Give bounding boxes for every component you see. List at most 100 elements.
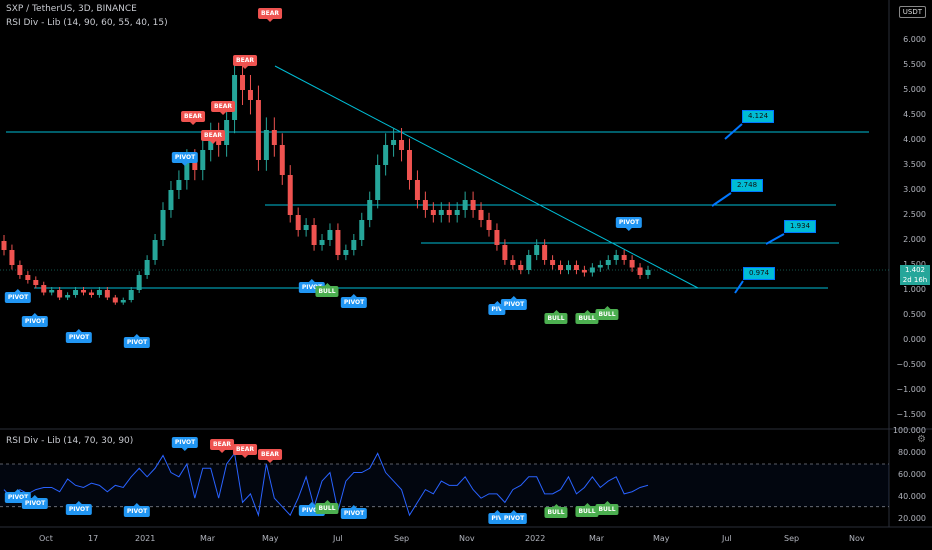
rsi-tick: 60.000 xyxy=(898,470,926,479)
price-tick: −1.500 xyxy=(896,410,926,419)
current-price-label: 1.402 xyxy=(900,265,930,275)
level-label-1934: 1.934 xyxy=(784,220,817,233)
pivot-badge: PIVOT xyxy=(500,510,528,524)
pivot-badge: PIVOT xyxy=(171,437,199,451)
candle-body xyxy=(200,150,206,170)
time-tick: Jul xyxy=(333,534,343,543)
bear-badge: BEAR xyxy=(181,111,205,125)
time-tick: Mar xyxy=(589,534,605,543)
candle-body xyxy=(311,225,317,245)
candle-body xyxy=(303,225,309,230)
candle-body xyxy=(621,255,627,260)
candle-body xyxy=(255,100,261,160)
bear-badge: BEAR xyxy=(258,449,282,463)
candle-body xyxy=(184,160,190,180)
candle-body xyxy=(637,267,643,275)
candle-body xyxy=(263,130,269,160)
time-tick: Nov xyxy=(849,534,865,543)
candle-body xyxy=(375,165,381,200)
candle-body xyxy=(422,200,428,210)
pivot-badge: PIVOT xyxy=(65,501,93,515)
candle-body xyxy=(104,290,110,298)
price-tick: 3.500 xyxy=(903,160,926,169)
price-tick: 1.500 xyxy=(903,260,926,269)
pivot-badge: PIVOT xyxy=(171,152,199,166)
candle-body xyxy=(391,140,397,145)
time-tick: 2021 xyxy=(135,534,156,543)
candle-body xyxy=(335,230,341,255)
time-tick: Sep xyxy=(784,534,800,543)
candle-body xyxy=(128,290,134,300)
candle-body xyxy=(446,210,452,215)
price-tick: 0.000 xyxy=(903,335,926,344)
candle-body xyxy=(25,275,31,280)
price-tick: 4.500 xyxy=(903,110,926,119)
candle-body xyxy=(152,240,158,260)
candle-body xyxy=(486,220,492,230)
candle-body xyxy=(295,215,301,230)
candle-body xyxy=(454,210,460,215)
rsi-line xyxy=(3,452,649,518)
candle-body xyxy=(470,200,476,210)
candle-body xyxy=(542,245,548,260)
candle-body xyxy=(438,210,444,215)
candle-body xyxy=(573,265,579,270)
candle-body xyxy=(112,297,118,303)
candle-body xyxy=(565,265,571,270)
price-tick: 6.000 xyxy=(903,35,926,44)
level-label-0974: 0.974 xyxy=(743,267,776,280)
bull-badge: BULL xyxy=(575,310,599,324)
candle-body xyxy=(120,300,126,303)
candle-body xyxy=(9,250,15,265)
bull-badge: BULL xyxy=(315,500,339,514)
candle-body xyxy=(518,265,524,270)
candle-body xyxy=(287,175,293,215)
candle-body xyxy=(81,290,87,293)
candle-body xyxy=(430,210,436,215)
currency-badge[interactable]: USDT xyxy=(898,6,926,18)
price-tick: 1.000 xyxy=(903,285,926,294)
price-tick: 2.000 xyxy=(903,235,926,244)
candle-body xyxy=(383,145,389,165)
time-tick: Mar xyxy=(200,534,216,543)
time-tick: 17 xyxy=(88,534,99,543)
candle-body xyxy=(406,150,412,180)
pivot-badge: PIVOT xyxy=(4,289,32,303)
candle-body xyxy=(581,270,587,273)
candle-body xyxy=(597,265,603,268)
time-tick: May xyxy=(262,534,279,543)
candle-body xyxy=(558,265,564,270)
level-label-4124: 4.124 xyxy=(742,110,775,123)
pivot-badge: PIVOT xyxy=(298,279,326,293)
bear-badge: BEAR xyxy=(233,55,257,69)
price-tick: 0.500 xyxy=(903,310,926,319)
pivot-badge: PIVOT xyxy=(340,294,368,308)
candle-body xyxy=(88,292,94,295)
pivot-badge: PIV xyxy=(488,510,506,524)
gear-icon[interactable]: ⚙ xyxy=(917,434,926,445)
bull-badge: BULL xyxy=(595,501,619,515)
time-tick: 2022 xyxy=(525,534,546,543)
level-connector xyxy=(711,192,732,207)
bull-badge: BULL xyxy=(595,306,619,320)
pivot-badge: PIV xyxy=(488,301,506,315)
rsi-tick: 40.000 xyxy=(898,492,926,501)
candle-body xyxy=(478,210,484,220)
candle-body xyxy=(176,180,182,190)
candle-body xyxy=(629,260,635,268)
candle-body xyxy=(247,90,253,100)
level-label-2748: 2.748 xyxy=(731,179,764,192)
candle-body xyxy=(96,290,102,295)
time-tick: Jul xyxy=(722,534,732,543)
pivot-badge: PIVOT xyxy=(4,489,32,503)
bear-badge: BEAR xyxy=(233,444,257,458)
price-tick: 3.000 xyxy=(903,185,926,194)
candle-body xyxy=(327,230,333,240)
candle-body xyxy=(399,140,405,150)
rsi-tick: 20.000 xyxy=(898,514,926,523)
time-tick: May xyxy=(653,534,670,543)
bull-badge: BULL xyxy=(544,504,568,518)
candle-body xyxy=(41,285,47,293)
candle-body xyxy=(613,255,619,260)
